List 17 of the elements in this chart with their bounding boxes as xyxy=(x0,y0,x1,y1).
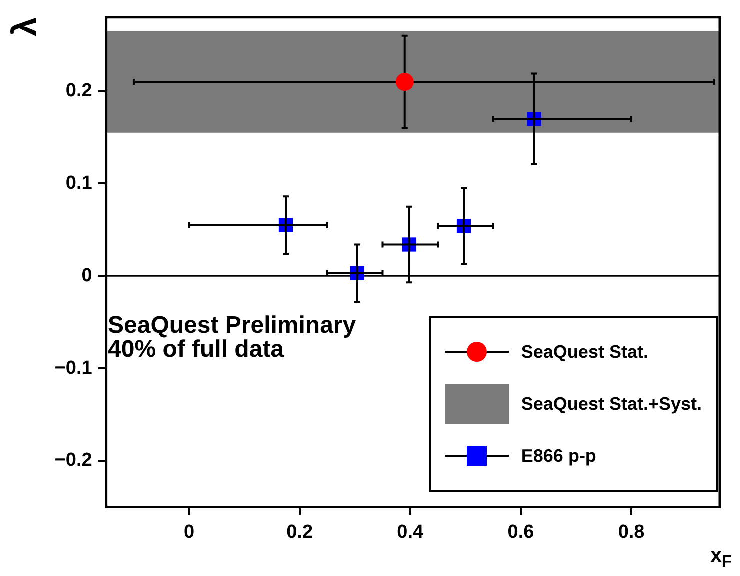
y-axis-title: λ xyxy=(6,17,44,36)
y-tick-label: 0 xyxy=(82,265,92,286)
x-tick-label: 0.2 xyxy=(286,522,314,543)
x-tick-label: 0.6 xyxy=(508,522,534,543)
x-tick-label: 0.4 xyxy=(397,522,424,543)
y-tick-label: −0.2 xyxy=(54,450,92,472)
x-axis-title: x$_{F}$ xyxy=(710,545,732,572)
y-tick-label: −0.1 xyxy=(54,358,93,379)
x-tick-label: 0.8 xyxy=(618,522,645,543)
legend-label: SeaQuest Stat. xyxy=(521,342,648,362)
x-tick-label: 0 xyxy=(184,522,195,543)
y-tick-label: 0.2 xyxy=(66,80,92,102)
legend-label: SeaQuest Stat.+Syst. xyxy=(521,394,702,414)
annotation: SeaQuest Preliminary xyxy=(108,312,356,339)
y-tick-label: 0.1 xyxy=(66,172,93,194)
legend-label: E866 p-p xyxy=(521,446,596,466)
point xyxy=(396,73,414,92)
